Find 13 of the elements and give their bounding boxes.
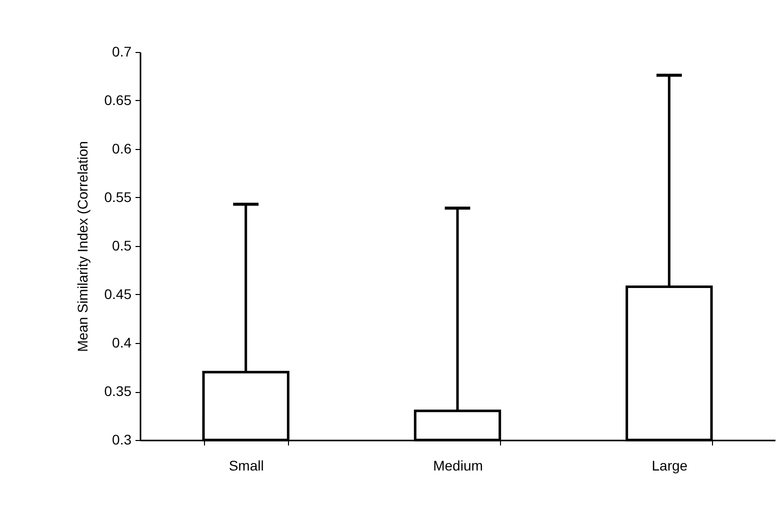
x-tick-label: Small: [228, 458, 264, 474]
y-tick-label: 0.35: [104, 383, 132, 399]
y-tick-label: 0.7: [112, 44, 132, 60]
y-axis-title: Mean Similarity Index (Correlation: [74, 141, 90, 352]
y-tick-label: 0.5: [112, 238, 132, 254]
y-tick-label: 0.6: [112, 140, 132, 156]
x-tick-label: Medium: [433, 458, 483, 474]
y-tick-label: 0.55: [104, 189, 132, 205]
x-tick-label: Large: [652, 458, 688, 474]
y-tick-label: 0.45: [104, 286, 132, 302]
y-tick-label: 0.3: [112, 432, 132, 448]
y-tick-label: 0.4: [112, 334, 132, 350]
y-tick-label: 0.65: [104, 92, 132, 108]
